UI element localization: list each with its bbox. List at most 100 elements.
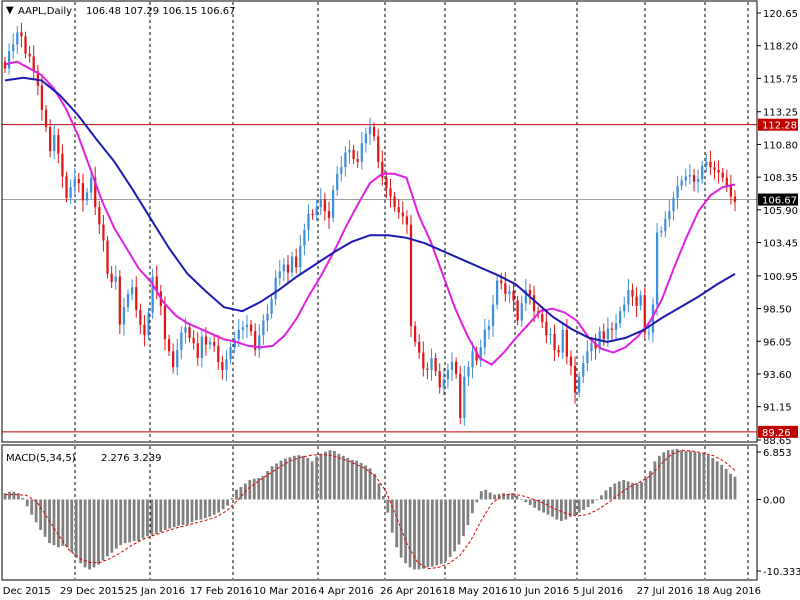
macd-bar bbox=[150, 499, 154, 536]
candle-body bbox=[245, 324, 249, 328]
macd-bar bbox=[123, 499, 127, 544]
candle-body bbox=[733, 196, 737, 202]
macd-bar bbox=[101, 499, 105, 561]
macd-bar bbox=[319, 453, 323, 500]
macd-bar bbox=[390, 499, 394, 533]
macd-bar bbox=[279, 460, 283, 500]
candle-body bbox=[85, 192, 89, 201]
candle-body bbox=[344, 152, 347, 168]
macd-bar bbox=[711, 457, 715, 500]
macd-bar bbox=[97, 499, 100, 565]
candle-body bbox=[721, 172, 724, 178]
macd-bar bbox=[105, 499, 109, 557]
candle-body bbox=[725, 177, 728, 186]
candle-body bbox=[126, 293, 130, 308]
candle-body bbox=[69, 187, 72, 198]
candle-body bbox=[680, 180, 683, 186]
macd-bar bbox=[57, 499, 60, 548]
y-tick-label: 115.75 bbox=[763, 74, 798, 85]
candle-body bbox=[553, 333, 556, 350]
macd-bar bbox=[79, 499, 83, 564]
candle-body bbox=[450, 361, 454, 370]
ma-fast-line bbox=[4, 60, 736, 366]
macd-bar bbox=[591, 499, 594, 504]
candle-body bbox=[623, 304, 626, 312]
candle-body bbox=[459, 373, 462, 418]
candle-body bbox=[590, 343, 593, 352]
macd-bar bbox=[573, 499, 577, 516]
candle-body bbox=[676, 185, 679, 198]
macd-bar bbox=[248, 480, 252, 500]
y-tick-label: 105.90 bbox=[763, 206, 798, 217]
macd-bar bbox=[657, 455, 661, 500]
y-tick-label: 91.15 bbox=[763, 403, 792, 414]
macd-bar bbox=[328, 450, 332, 500]
macd-bar bbox=[43, 499, 47, 537]
candle-body bbox=[204, 336, 208, 345]
macd-bar bbox=[395, 499, 399, 548]
macd-bar bbox=[8, 491, 11, 500]
candle-body bbox=[172, 351, 175, 368]
x-tick-label: 18 Aug 2016 bbox=[697, 586, 761, 597]
macd-bar bbox=[39, 499, 43, 530]
candle-body bbox=[377, 136, 380, 162]
x-tick-label: 4 Apr 2016 bbox=[318, 586, 373, 597]
candle-body bbox=[106, 240, 109, 274]
candle-body bbox=[28, 53, 31, 57]
macd-bar bbox=[181, 499, 185, 526]
macd-bar bbox=[217, 499, 221, 513]
candle-body bbox=[520, 303, 523, 321]
macd-bar bbox=[453, 499, 456, 552]
candle-body bbox=[319, 199, 322, 208]
candle-body bbox=[299, 245, 302, 268]
macd-y-tick-label: 6.853 bbox=[763, 448, 792, 459]
candle-body bbox=[131, 287, 134, 294]
macd-bar bbox=[613, 483, 617, 500]
candle-body bbox=[565, 329, 568, 357]
x-tick-label: 5 Jul 2016 bbox=[573, 586, 623, 597]
candle-body bbox=[401, 212, 404, 217]
candle-body bbox=[635, 296, 638, 306]
menu-triangle-icon[interactable]: ▼ bbox=[6, 5, 14, 16]
macd-bar bbox=[230, 498, 234, 500]
candle-body bbox=[491, 304, 495, 326]
candle-body bbox=[262, 320, 265, 336]
macd-bar bbox=[479, 491, 483, 500]
y-tick-label: 98.50 bbox=[763, 305, 792, 316]
macd-bar bbox=[635, 483, 639, 500]
macd-label: MACD(5,34,5) bbox=[6, 453, 76, 464]
candle-body bbox=[688, 175, 692, 177]
candle-body bbox=[504, 283, 507, 294]
macd-bar bbox=[172, 499, 176, 528]
current-price-bg bbox=[758, 193, 798, 206]
x-tick-label: 10 Mar 2016 bbox=[253, 586, 316, 597]
candle-body bbox=[278, 271, 281, 278]
level-label: 112.28 bbox=[762, 121, 797, 132]
x-tick-label: 18 May 2016 bbox=[442, 586, 507, 597]
x-tick-label: 10 Jun 2016 bbox=[509, 586, 569, 597]
candle-body bbox=[381, 161, 384, 178]
candle-body bbox=[192, 337, 195, 344]
candle-body bbox=[368, 127, 372, 134]
candle-body bbox=[467, 367, 470, 377]
candle-body bbox=[295, 256, 298, 268]
macd-bar bbox=[141, 499, 145, 539]
candle-body bbox=[89, 177, 93, 193]
level-label-bg bbox=[758, 425, 798, 438]
macd-bar bbox=[533, 499, 537, 508]
macd-bar bbox=[190, 499, 194, 523]
y-tick-label: 88.65 bbox=[763, 436, 792, 447]
candle-body bbox=[413, 325, 417, 342]
candle-body bbox=[102, 224, 105, 241]
candle-body bbox=[627, 289, 630, 305]
candle-body bbox=[94, 177, 97, 208]
macd-bar bbox=[577, 499, 581, 513]
candle-body bbox=[578, 376, 581, 393]
candle-body bbox=[32, 56, 35, 72]
candle-body bbox=[258, 335, 261, 350]
candle-body bbox=[602, 331, 605, 340]
candle-body bbox=[705, 161, 708, 166]
candle-body bbox=[213, 341, 216, 346]
candle-body bbox=[290, 256, 294, 273]
